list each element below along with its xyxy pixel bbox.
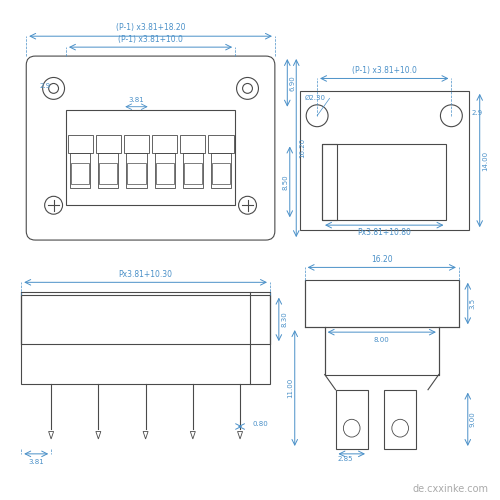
Text: 2.9: 2.9 xyxy=(40,83,51,89)
Bar xyxy=(208,136,234,152)
Text: 2.85: 2.85 xyxy=(337,456,352,462)
Bar xyxy=(96,136,121,152)
Bar xyxy=(211,152,231,188)
Text: 2.9: 2.9 xyxy=(472,110,482,116)
Text: 8.50: 8.50 xyxy=(282,174,288,190)
Bar xyxy=(71,163,89,184)
Text: 0.80: 0.80 xyxy=(252,421,268,427)
Text: 6.90: 6.90 xyxy=(290,75,296,90)
Bar xyxy=(182,152,203,188)
Bar xyxy=(322,144,446,220)
Text: Px3.81+10.30: Px3.81+10.30 xyxy=(118,270,172,279)
Text: 8.30: 8.30 xyxy=(282,312,288,328)
Bar xyxy=(152,136,177,152)
Bar xyxy=(184,163,202,184)
Bar xyxy=(324,327,439,374)
Text: de.cxxinke.com: de.cxxinke.com xyxy=(412,484,488,494)
Bar xyxy=(322,144,337,220)
Bar xyxy=(300,91,469,230)
Bar xyxy=(384,390,416,449)
Bar xyxy=(66,110,235,205)
Bar xyxy=(212,163,230,184)
Bar xyxy=(22,292,270,384)
Text: Ø2.30: Ø2.30 xyxy=(304,95,326,101)
Bar xyxy=(336,390,368,449)
Bar xyxy=(156,163,174,184)
Bar xyxy=(22,294,270,344)
Text: 9.00: 9.00 xyxy=(470,412,476,427)
Text: (P-1) x3.81+10.0: (P-1) x3.81+10.0 xyxy=(118,35,183,44)
Bar xyxy=(68,136,92,152)
Text: (P-1) x3.81+10.0: (P-1) x3.81+10.0 xyxy=(352,66,416,76)
Text: 8.00: 8.00 xyxy=(374,337,390,343)
Bar xyxy=(99,163,117,184)
Text: (P-1) x3.81+18.20: (P-1) x3.81+18.20 xyxy=(116,23,186,32)
Text: 3.5: 3.5 xyxy=(470,298,476,309)
Bar xyxy=(126,152,146,188)
Bar xyxy=(180,136,206,152)
Bar xyxy=(304,280,459,327)
Bar xyxy=(70,152,90,188)
Bar xyxy=(98,152,118,188)
Bar xyxy=(128,163,146,184)
Text: 16.20: 16.20 xyxy=(371,255,392,264)
Text: 3.81: 3.81 xyxy=(28,459,44,465)
Bar xyxy=(124,136,149,152)
Text: 16.20: 16.20 xyxy=(298,138,304,158)
Text: 14.00: 14.00 xyxy=(482,150,488,171)
Text: 3.81: 3.81 xyxy=(128,97,144,103)
Text: 11.00: 11.00 xyxy=(287,378,293,398)
Text: Px3.81+10.80: Px3.81+10.80 xyxy=(358,228,411,236)
Bar xyxy=(154,152,175,188)
